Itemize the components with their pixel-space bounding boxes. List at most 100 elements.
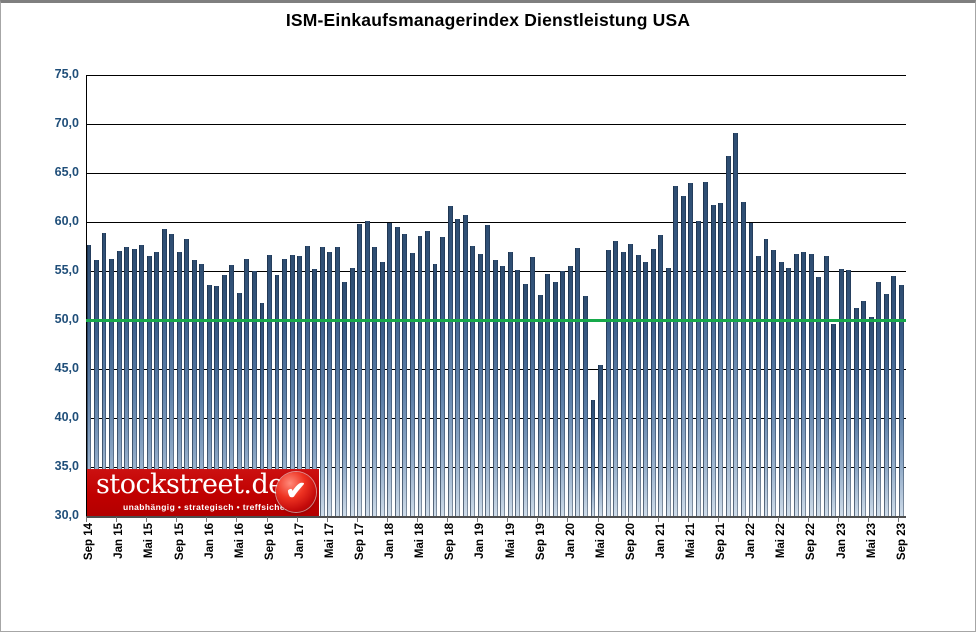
bar	[786, 268, 792, 516]
bar	[372, 247, 378, 516]
reference-line-50	[86, 319, 906, 322]
x-tick-label: Sep 17	[354, 523, 367, 561]
x-tick	[717, 517, 719, 522]
bar	[282, 259, 288, 516]
x-tick-label: Jan 18	[384, 523, 397, 559]
bar	[673, 185, 679, 516]
x-tick	[898, 517, 900, 522]
bar	[477, 254, 483, 516]
bar	[297, 256, 303, 516]
bar	[470, 245, 476, 516]
bar	[462, 215, 468, 516]
y-tick-label: 55,0	[54, 263, 79, 277]
bar	[537, 294, 543, 516]
bar	[124, 246, 130, 516]
bar	[169, 233, 175, 516]
bar	[688, 182, 694, 516]
bar	[304, 245, 310, 516]
bar	[236, 292, 242, 516]
bar	[101, 232, 107, 516]
bar	[387, 222, 393, 516]
x-tick	[86, 517, 87, 522]
bar	[327, 252, 333, 516]
x-tick-label: Mai 20	[594, 523, 607, 559]
x-tick	[236, 517, 238, 522]
y-tick-label: 35,0	[54, 459, 79, 473]
bar	[756, 256, 761, 516]
bar	[816, 276, 822, 516]
x-tick	[868, 517, 870, 522]
bar	[590, 400, 596, 516]
bar	[891, 275, 897, 516]
bar	[161, 228, 167, 516]
x-tick	[296, 517, 298, 522]
bar	[823, 256, 829, 516]
check-badge: ✔	[276, 472, 316, 512]
bar	[274, 274, 280, 516]
bar	[650, 249, 656, 516]
bar	[447, 206, 453, 516]
x-tick-label: Jan 23	[835, 523, 848, 559]
x-tick-label: Sep 22	[805, 523, 818, 561]
logo-text: stockstreet.de	[96, 469, 284, 500]
bar	[778, 262, 784, 516]
x-tick-label: Jan 17	[293, 523, 306, 559]
gridline	[86, 75, 906, 76]
bar	[409, 253, 415, 516]
bar	[628, 243, 634, 516]
x-tick	[838, 517, 840, 522]
bar	[515, 270, 521, 516]
bar	[876, 281, 882, 516]
x-tick-label: Mai 18	[414, 523, 427, 559]
x-tick-label: Jan 22	[745, 523, 758, 559]
bar	[402, 233, 408, 516]
x-tick	[447, 517, 449, 522]
bar	[808, 254, 814, 516]
x-tick	[356, 517, 358, 522]
x-axis-line	[86, 516, 906, 518]
x-tick-label: Jan 15	[113, 523, 126, 559]
stockstreet-logo: stockstreet.de unabhängig • strategisch …	[87, 469, 319, 516]
x-tick	[116, 517, 118, 522]
check-icon: ✔	[285, 477, 307, 505]
bar	[522, 283, 528, 516]
bar	[312, 269, 318, 516]
bar	[560, 271, 566, 516]
bar	[229, 265, 235, 516]
y-tick-label: 75,0	[54, 67, 79, 81]
x-tick-label: Mai 16	[233, 523, 246, 559]
y-tick-label: 40,0	[54, 410, 79, 424]
bar	[567, 266, 573, 516]
bar	[206, 284, 212, 516]
x-tick	[417, 517, 418, 522]
x-tick	[657, 517, 659, 522]
x-tick-label: Sep 20	[624, 523, 637, 561]
bar	[620, 252, 626, 516]
bar	[252, 271, 257, 516]
bar	[507, 252, 513, 516]
x-tick-label: Sep 16	[263, 523, 276, 561]
x-tick-label: Mai 17	[323, 523, 336, 559]
bar	[740, 202, 746, 516]
bar	[116, 251, 122, 516]
bar	[643, 262, 649, 516]
x-tick	[266, 517, 268, 522]
y-tick-label: 60,0	[54, 214, 79, 228]
bar	[838, 269, 844, 516]
bar	[455, 219, 461, 516]
bar	[485, 224, 491, 516]
x-tick-label: Mai 23	[865, 523, 878, 559]
bar	[139, 244, 145, 516]
x-tick-label: Mai 22	[775, 523, 788, 559]
x-tick-label: Sep 21	[715, 523, 728, 561]
bar	[379, 262, 385, 516]
bar	[545, 273, 551, 516]
x-tick	[176, 517, 178, 522]
bar	[552, 281, 558, 516]
bar	[748, 222, 754, 516]
bar	[109, 259, 114, 516]
x-tick	[627, 517, 629, 522]
x-tick	[808, 517, 810, 522]
bar	[440, 236, 445, 516]
